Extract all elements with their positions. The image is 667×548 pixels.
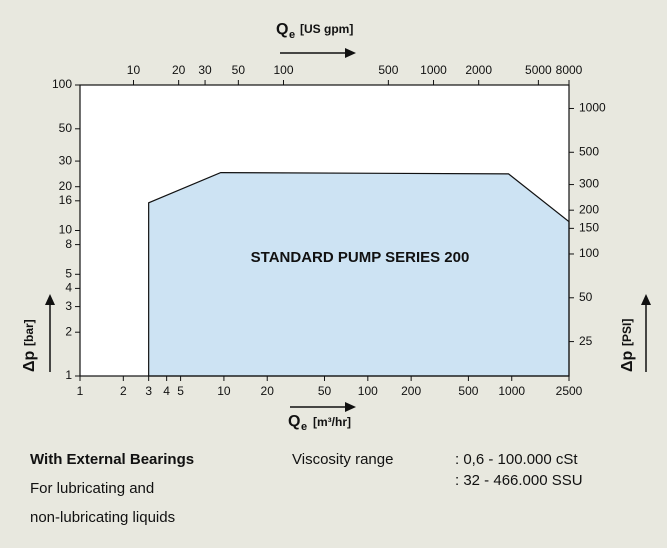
y-tick-label: 1 [65, 368, 72, 382]
y2-tick-label: 100 [579, 246, 599, 260]
y-tick-label: 5 [65, 266, 72, 280]
x-arrow [290, 402, 356, 412]
x2-tick-label: 8000 [556, 63, 583, 77]
x-tick-label: 100 [358, 384, 378, 398]
x-tick-label: 20 [261, 384, 275, 398]
y2-tick-label: 500 [579, 144, 599, 158]
area [148, 171, 570, 377]
y-label-main: Δp [21, 351, 38, 373]
y2-tick-label: 200 [579, 202, 599, 216]
x2-tick-label: 1000 [420, 63, 447, 77]
annotation: STANDARD PUMP SERIES 200 [251, 249, 470, 266]
x-tick-label: 200 [401, 384, 421, 398]
note-viscosity-label: Viscosity range [292, 451, 393, 468]
y2-tick-label: 25 [579, 334, 593, 348]
note-viscosity: : 32 - 466.000 SSU [455, 472, 583, 489]
y-tick-label: 100 [52, 77, 72, 91]
x-label-unit: [m³/hr] [313, 415, 351, 429]
x-tick-label: 5 [177, 384, 184, 398]
y2-tick-label: 1000 [579, 101, 606, 115]
y-tick-label: 20 [59, 179, 73, 193]
y2-arrow [641, 294, 651, 372]
y-label-unit: [bar] [22, 319, 36, 346]
x-tick-label: 1 [77, 384, 84, 398]
y-tick-label: 8 [65, 237, 72, 251]
x2-arrow [280, 48, 356, 58]
x2-tick-label: 500 [378, 63, 398, 77]
x2-tick-label: 2000 [465, 63, 492, 77]
x2-label-sub: e [289, 29, 295, 41]
x-tick-label: 10 [217, 384, 231, 398]
y2-label-main: Δp [619, 351, 636, 373]
x2-tick-label: 100 [273, 63, 293, 77]
x2-tick-label: 20 [172, 63, 186, 77]
y2-tick-label: 50 [579, 290, 593, 304]
y2-tick-label: 150 [579, 221, 599, 235]
x2-tick-label: 5000 [525, 63, 552, 77]
x2-tick-label: 50 [232, 63, 246, 77]
x-tick-label: 2500 [556, 384, 583, 398]
y-tick-label: 50 [59, 121, 73, 135]
y-tick-label: 3 [65, 299, 72, 313]
x2-label-unit: [US gpm] [300, 22, 353, 36]
y-tick-label: 2 [65, 324, 72, 338]
y-tick-label: 10 [59, 223, 73, 237]
note-bearing: With External Bearings [30, 451, 194, 468]
x2-label-main: Q [276, 21, 288, 38]
x-tick-label: 50 [318, 384, 332, 398]
note-use: For lubricating and [30, 480, 154, 497]
note-viscosity: : 0,6 - 100.000 cSt [455, 451, 578, 468]
note-use: non-lubricating liquids [30, 509, 175, 526]
y2-tick-label: 300 [579, 177, 599, 191]
x-tick-label: 500 [458, 384, 478, 398]
y-tick-label: 16 [59, 193, 73, 207]
x-tick-label: 4 [163, 384, 170, 398]
y-arrow [45, 294, 55, 372]
y-tick-label: 4 [65, 281, 72, 295]
x2-tick-label: 10 [127, 63, 141, 77]
x2-tick-label: 30 [198, 63, 212, 77]
x-label-main: Q [288, 413, 300, 430]
x-tick-label: 2 [120, 384, 127, 398]
y2-label-unit: [PSI] [620, 319, 634, 346]
x-tick-label: 3 [145, 384, 152, 398]
y-tick-label: 30 [59, 153, 73, 167]
x-tick-label: 1000 [498, 384, 525, 398]
x-label-sub: e [301, 421, 307, 433]
